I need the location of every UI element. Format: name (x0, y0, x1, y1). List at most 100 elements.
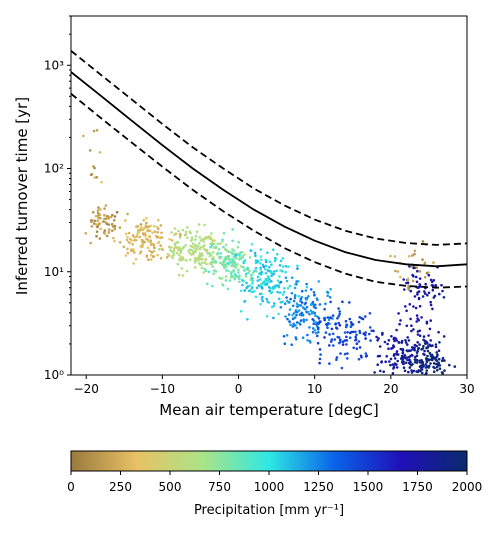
scatter-point (416, 341, 420, 344)
scatter-point (273, 259, 277, 263)
scatter-point (326, 291, 330, 294)
scatter-point (296, 267, 299, 270)
scatter-point (421, 295, 425, 298)
scatter-point (218, 256, 222, 260)
scatter-point (443, 359, 446, 362)
scatter-point (414, 275, 418, 279)
scatter-point (410, 324, 413, 328)
scatter-point (95, 230, 99, 233)
scatter-point (348, 317, 352, 321)
scatter-point (317, 322, 320, 326)
scatter-point (236, 245, 240, 249)
scatter-point (239, 251, 242, 254)
scatter-point (144, 234, 147, 237)
scatter-point (187, 249, 190, 252)
scatter-point (442, 296, 446, 299)
scatter-point (306, 333, 309, 337)
scatter-point (261, 263, 265, 267)
scatter-point (364, 352, 368, 355)
scatter-point (383, 340, 387, 344)
scatter-point (184, 233, 188, 236)
scatter-point (128, 241, 131, 245)
scatter-point (250, 273, 253, 277)
scatter-point (295, 326, 299, 330)
scatter-point (300, 289, 304, 293)
scatter-point (243, 269, 246, 272)
scatter-point (176, 240, 180, 244)
scatter-point (259, 255, 263, 258)
colorbar-tick-label: 0 (67, 480, 75, 494)
scatter-point (355, 342, 359, 346)
scatter-point (274, 285, 277, 288)
scatter-point (335, 326, 338, 330)
scatter-point (113, 239, 116, 243)
scatter-point (406, 358, 409, 362)
scatter-point (149, 258, 153, 261)
scatter-point (348, 301, 351, 304)
scatter-point (203, 261, 206, 264)
colorbar-tick-label: 1000 (254, 480, 285, 494)
scatter-point (434, 362, 438, 366)
scatter-point (305, 305, 309, 309)
scatter-point (286, 317, 289, 321)
scatter-point (417, 297, 421, 301)
scatter-point (241, 283, 244, 287)
scatter-point (261, 299, 265, 303)
scatter-point (329, 300, 332, 304)
scatter-point (258, 292, 262, 296)
scatter-point (341, 343, 345, 346)
scatter-point (355, 347, 359, 351)
scatter-point (232, 255, 236, 258)
scatter-point (180, 267, 184, 270)
scatter-point (268, 289, 271, 293)
scatter-point (314, 331, 318, 335)
colorbar-tick-label: 2000 (452, 480, 483, 494)
scatter-point (209, 253, 213, 257)
scatter-point (402, 356, 405, 359)
scatter-point (325, 323, 328, 326)
scatter-point (266, 276, 270, 279)
scatter-point (173, 247, 176, 250)
scatter-point (263, 283, 267, 286)
scatter-point (288, 301, 291, 304)
scatter-point (392, 344, 395, 347)
scatter-point (304, 301, 308, 305)
scatter-point (221, 261, 224, 265)
scatter-point (203, 267, 206, 271)
scatter-point (178, 246, 181, 249)
scatter-point (404, 305, 407, 308)
scatter-point (265, 297, 269, 301)
scatter-point (417, 346, 421, 350)
scatter-point (412, 266, 415, 270)
plot-frame (70, 15, 468, 376)
scatter-point (221, 238, 224, 242)
scatter-point (331, 332, 335, 336)
scatter-point (413, 348, 417, 352)
scatter-point (345, 335, 348, 339)
scatter-point (200, 238, 204, 241)
scatter-point (291, 304, 295, 308)
scatter-points (82, 129, 457, 375)
scatter-point (410, 371, 414, 374)
scatter-point (416, 333, 420, 336)
scatter-point (431, 344, 434, 347)
scatter-point (299, 319, 303, 322)
scatter-point (305, 282, 308, 286)
scatter-point (424, 363, 428, 366)
scatter-point (408, 366, 412, 369)
scatter-point (415, 361, 419, 364)
scatter-point (197, 223, 201, 226)
scatter-point (357, 320, 361, 324)
scatter-point (368, 332, 371, 336)
scatter-point (99, 208, 102, 211)
scatter-point (233, 273, 237, 276)
scatter-point (319, 353, 322, 356)
scatter-point (443, 369, 446, 372)
scatter-point (284, 270, 287, 274)
scatter-point (224, 275, 228, 278)
scatter-point (136, 230, 140, 234)
scatter-point (258, 284, 262, 288)
scatter-point (253, 269, 256, 273)
scatter-point (288, 308, 292, 311)
scatter-point (302, 320, 306, 323)
